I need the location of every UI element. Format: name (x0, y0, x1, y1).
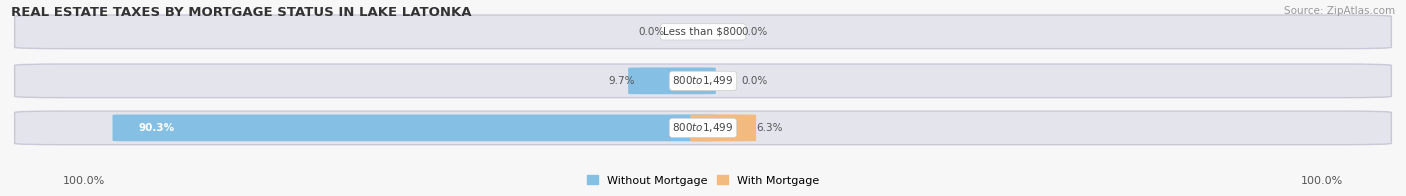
Text: Source: ZipAtlas.com: Source: ZipAtlas.com (1284, 6, 1395, 16)
Text: 6.3%: 6.3% (756, 123, 783, 133)
FancyBboxPatch shape (14, 64, 1392, 98)
Legend: Without Mortgage, With Mortgage: Without Mortgage, With Mortgage (582, 171, 824, 190)
Text: $800 to $1,499: $800 to $1,499 (672, 74, 734, 87)
FancyBboxPatch shape (14, 15, 1392, 49)
Text: 100.0%: 100.0% (63, 176, 105, 186)
FancyBboxPatch shape (690, 114, 756, 141)
Text: 100.0%: 100.0% (1301, 176, 1343, 186)
Text: 0.0%: 0.0% (741, 76, 768, 86)
FancyBboxPatch shape (628, 67, 716, 94)
Text: 9.7%: 9.7% (607, 76, 634, 86)
Text: $800 to $1,499: $800 to $1,499 (672, 121, 734, 134)
Text: 0.0%: 0.0% (741, 27, 768, 37)
FancyBboxPatch shape (112, 114, 716, 141)
FancyBboxPatch shape (14, 111, 1392, 145)
Text: REAL ESTATE TAXES BY MORTGAGE STATUS IN LAKE LATONKA: REAL ESTATE TAXES BY MORTGAGE STATUS IN … (11, 6, 472, 19)
Text: 0.0%: 0.0% (638, 27, 665, 37)
Text: 90.3%: 90.3% (138, 123, 174, 133)
Text: Less than $800: Less than $800 (664, 27, 742, 37)
